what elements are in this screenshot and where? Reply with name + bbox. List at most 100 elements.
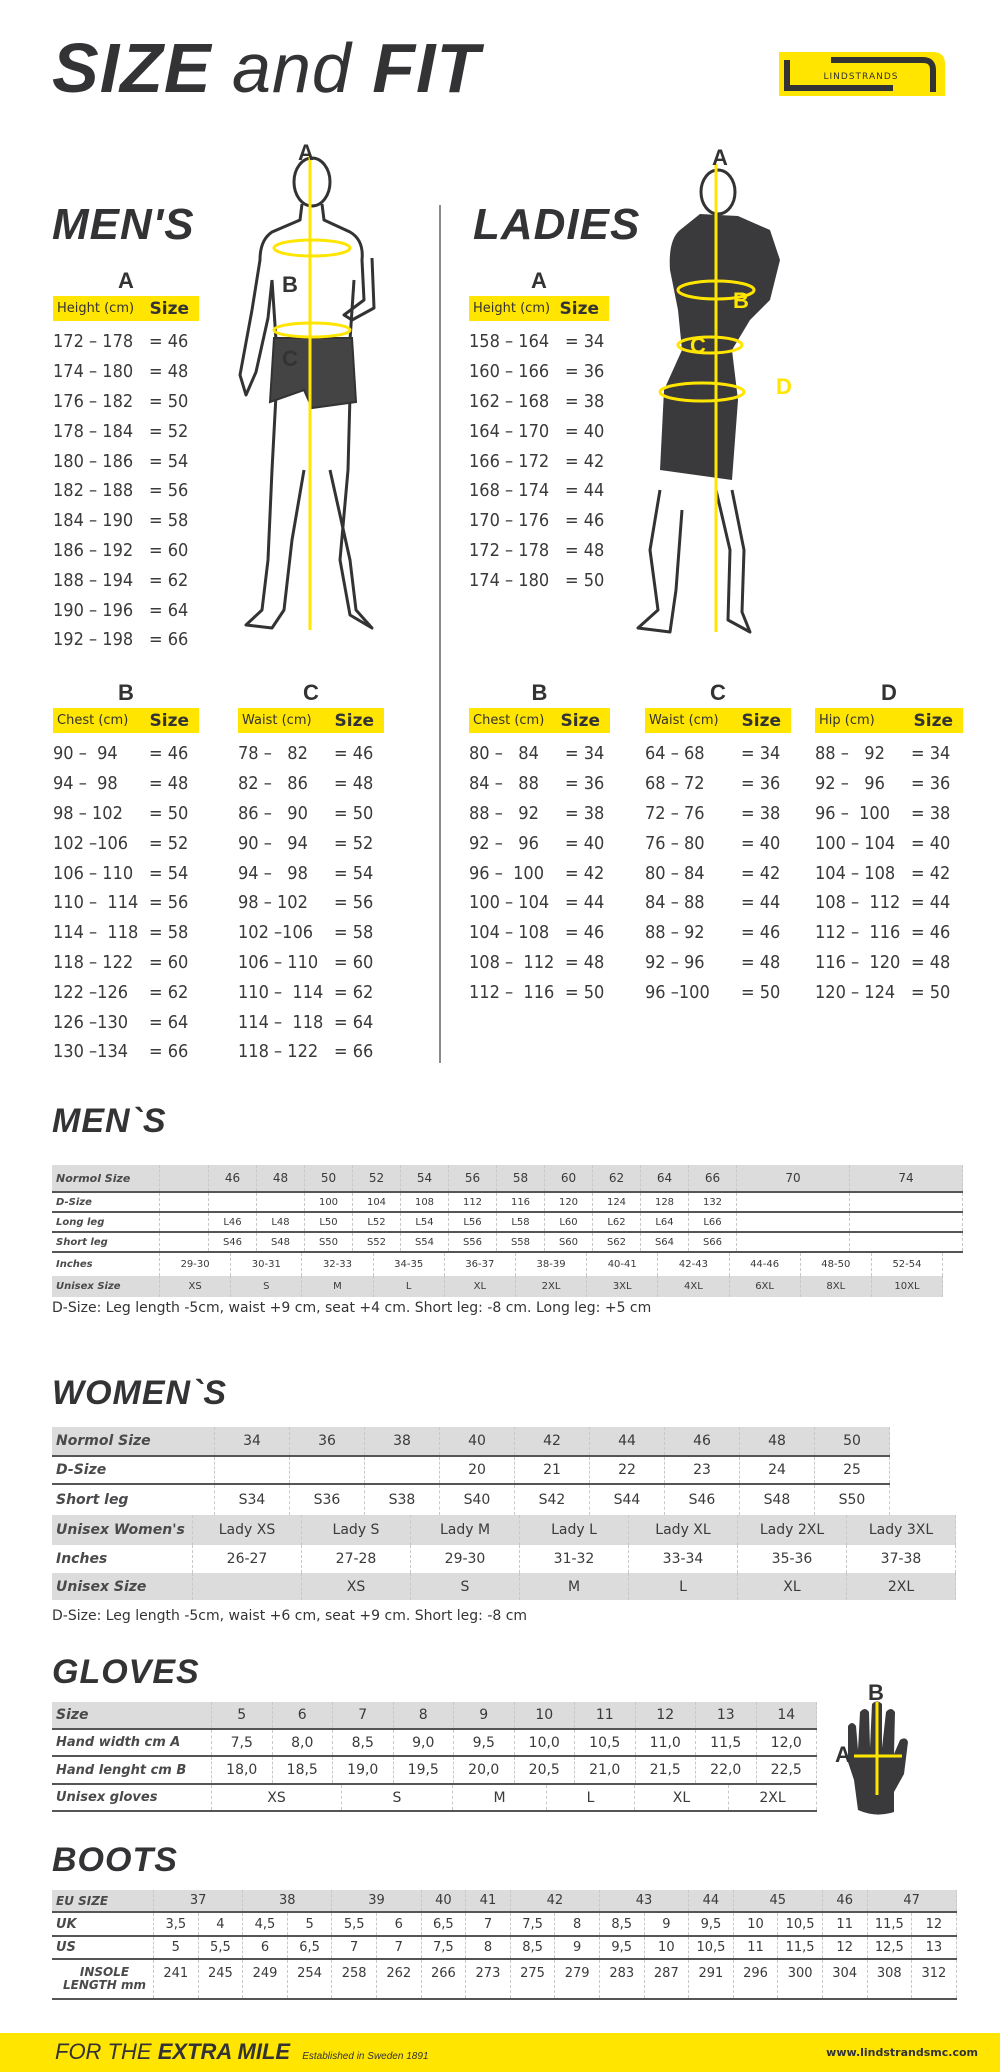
table-cell: 10,5 — [575, 1730, 636, 1755]
footer-url[interactable]: www.lindstrandsmc.com — [826, 2046, 978, 2059]
range-value: 106 – 110 — [238, 951, 319, 973]
table-cell: 13 — [912, 1937, 957, 1958]
table-cell: 18,0 — [212, 1757, 273, 1783]
size-value: = 48 — [565, 539, 605, 561]
table-row: 172 – 178 = 46 — [53, 327, 199, 357]
table-cell: S38 — [365, 1485, 440, 1515]
table-cell — [160, 1213, 209, 1231]
table-cell: 291 — [689, 1960, 734, 1998]
table-cell: 66 — [689, 1165, 737, 1191]
table-row: EU SIZE 37 38 39 40 41 42 43 44 45 46 47 — [52, 1890, 957, 1913]
range-value: 176 – 182 — [53, 390, 134, 412]
table-cell: 7 — [333, 1702, 394, 1728]
table-row: Short leg S34 S36 S38 S40 S42 S44 S46 S48 S50 — [52, 1485, 890, 1515]
table-row: 76 – 80 = 40 — [645, 828, 791, 858]
row-label: Unisex gloves — [52, 1785, 212, 1810]
size-value: = 48 — [911, 951, 951, 973]
footer-tagline: FOR THE EXTRA MILE Established in Sweden… — [55, 2039, 428, 2065]
size-value: = 38 — [565, 390, 605, 412]
table-cell: 104 — [353, 1193, 401, 1211]
size-value: = 50 — [565, 981, 605, 1003]
table-row: 184 – 190 = 58 — [53, 506, 199, 536]
table-cell: M — [520, 1573, 629, 1600]
table-cell: S34 — [215, 1485, 290, 1515]
table-row: 166 – 172 = 42 — [469, 446, 609, 476]
table-cell: L — [629, 1573, 738, 1600]
range-value: 182 – 188 — [53, 480, 134, 502]
size-value: = 48 — [741, 951, 781, 973]
table-cell — [209, 1193, 257, 1211]
table-cell: 4 — [199, 1913, 244, 1935]
size-value: = 48 — [334, 773, 374, 795]
gloves-size-table: Size 5 6 7 8 9 10 11 12 13 14 Hand width cm A 7,5 8,0… — [52, 1702, 817, 1812]
table-cell: 33-34 — [629, 1545, 738, 1573]
table-row: 160 – 166 = 36 — [469, 357, 609, 387]
ladies-label-c: C — [690, 333, 706, 358]
table-cell: 35-36 — [738, 1545, 847, 1573]
table-cell: 273 — [466, 1960, 511, 1998]
table-cell: 14 — [757, 1702, 817, 1728]
table-cell: XS — [302, 1573, 411, 1600]
table-cell: 54 — [401, 1165, 449, 1191]
range-value: 64 – 68 — [645, 743, 705, 765]
range-value: 162 – 168 — [469, 390, 550, 412]
range-value: 170 – 176 — [469, 510, 550, 532]
table-cell: 38 — [243, 1890, 333, 1911]
table-cell: 50 — [815, 1427, 890, 1455]
header-label: Chest (cm) — [57, 713, 129, 728]
table-row: 174 – 180 = 48 — [53, 357, 199, 387]
table-cell: 12 — [636, 1702, 696, 1728]
range-value: 78 – 82 — [238, 743, 308, 765]
column-letter: A — [118, 268, 134, 293]
table-row: 126 –130 = 64 — [53, 1007, 199, 1037]
table-cell: 46 — [823, 1890, 868, 1911]
table-cell: 22 — [590, 1457, 665, 1483]
table-cell: 7 — [377, 1937, 422, 1958]
table-cell: 37-38 — [847, 1545, 956, 1573]
row-label: D-Size — [52, 1457, 215, 1483]
table-cell: 254 — [288, 1960, 333, 1998]
table-row: 110 – 114 = 62 — [238, 977, 384, 1007]
table-cell: 29-30 — [411, 1545, 520, 1573]
table-cell: 6 — [377, 1913, 422, 1935]
table-cell: S50 — [305, 1233, 353, 1251]
table-row: 190 – 196 = 64 — [53, 595, 199, 625]
table-row: Hand lenght cm B 18,0 18,5 19,0 19,5 20,0 20,5… — [52, 1757, 817, 1785]
range-value: 192 – 198 — [53, 629, 134, 651]
table-cell: 9 — [555, 1937, 600, 1958]
table-row: Inches 26-27 27-28 29-30 31-32 33-34 35-36 37-3… — [52, 1545, 956, 1573]
size-value: = 50 — [334, 802, 374, 824]
range-value: 98 – 102 — [238, 892, 308, 914]
table-cell — [850, 1193, 963, 1211]
table-cell — [160, 1165, 209, 1191]
range-value: 114 – 118 — [238, 1011, 324, 1033]
table-cell: L52 — [353, 1213, 401, 1231]
table-cell: 296 — [734, 1960, 779, 1998]
range-value: 84 – 88 — [645, 892, 705, 914]
table-cell: 287 — [645, 1960, 690, 1998]
table-cell — [737, 1233, 850, 1251]
table-row: 92 – 96 = 40 — [469, 828, 610, 858]
table-cell: 266 — [422, 1960, 467, 1998]
hand-icon — [840, 1700, 915, 1818]
table-row: Unisex gloves XS S M L XL 2XL — [52, 1785, 817, 1812]
column-letter: B — [118, 680, 134, 705]
table-cell: 34 — [215, 1427, 290, 1455]
range-value: 92 – 96 — [645, 951, 705, 973]
range-value: 166 – 172 — [469, 450, 550, 472]
table-cell: 7 — [332, 1937, 377, 1958]
range-value: 88 – 92 — [815, 743, 885, 765]
size-value: = 52 — [149, 832, 189, 854]
table-row: 114 – 118 = 58 — [53, 918, 199, 948]
table-row: 90 – 94 = 52 — [238, 828, 384, 858]
size-value: = 50 — [911, 981, 951, 1003]
table-cell: 50 — [305, 1165, 353, 1191]
row-label: Long leg — [52, 1213, 160, 1231]
range-value: 122 –126 — [53, 981, 129, 1003]
size-value: = 54 — [149, 862, 189, 884]
table-row: 82 – 86 = 48 — [238, 769, 384, 799]
mens-label-c: C — [282, 346, 298, 371]
row-label: Inches — [52, 1253, 160, 1276]
range-value: 94 – 98 — [238, 862, 308, 884]
